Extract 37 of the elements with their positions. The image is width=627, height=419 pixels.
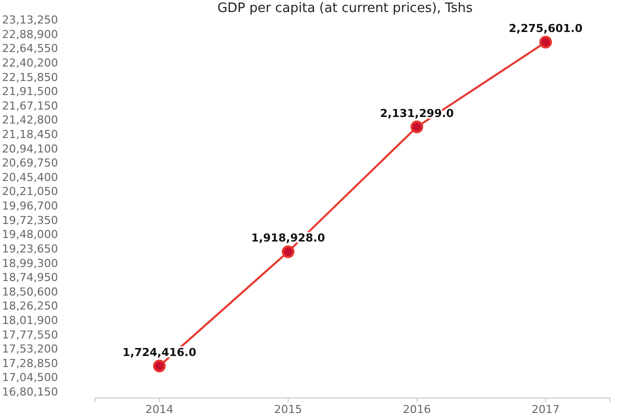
y-tick-label: 19,48,000	[2, 228, 58, 242]
x-tick-label: 2015	[274, 402, 302, 416]
x-tick-label: 2017	[532, 402, 560, 416]
y-tick-label: 21,67,150	[2, 99, 58, 112]
chart-title: GDP per capita (at current prices), Tshs	[217, 1, 473, 16]
point	[153, 360, 166, 372]
y-tick-label: 17,53,200	[2, 342, 58, 356]
y-tick-label: 16,80,150	[2, 386, 58, 399]
y-tick-label: 21,18,450	[2, 128, 58, 141]
y-tick-label: 22,40,200	[2, 56, 58, 70]
x-tick-label: 2014	[145, 402, 174, 416]
y-tick-label: 18,26,250	[2, 300, 58, 313]
y-tick-label: 20,21,050	[2, 185, 58, 198]
y-tick-label: 23,13,250	[2, 14, 58, 27]
y-tick-label: 17,28,850	[2, 356, 58, 370]
y-tick-label: 19,72,350	[2, 214, 58, 227]
y-tick-label: 22,88,900	[2, 28, 58, 41]
y-tick-label: 22,15,850	[2, 70, 58, 84]
y-tick-label: 19,96,700	[2, 200, 58, 213]
y-tick-label: 21,91,500	[2, 85, 58, 98]
y-tick-label: 19,23,650	[2, 242, 58, 256]
data-label: 2,275,601.0	[508, 22, 583, 36]
y-tick-label: 22,64,550	[2, 42, 58, 56]
point	[539, 36, 552, 48]
y-tick-label: 18,50,600	[2, 285, 58, 298]
y-tick-label: 20,94,100	[2, 142, 58, 156]
y-tick-label: 18,99,300	[2, 256, 58, 270]
y-tick-label: 17,77,550	[2, 328, 58, 342]
y-tick-label: 18,74,950	[2, 271, 58, 284]
y-tick-label: 21,42,800	[2, 114, 58, 127]
y-tick-label: 18,01,900	[2, 314, 58, 327]
y-tick-label: 17,04,500	[2, 371, 58, 384]
y-tick-label: 20,69,750	[2, 156, 58, 170]
x-tick-label: 2016	[402, 402, 431, 416]
point	[410, 120, 424, 134]
y-tick-label: 20,45,400	[2, 170, 58, 184]
point	[282, 245, 294, 258]
